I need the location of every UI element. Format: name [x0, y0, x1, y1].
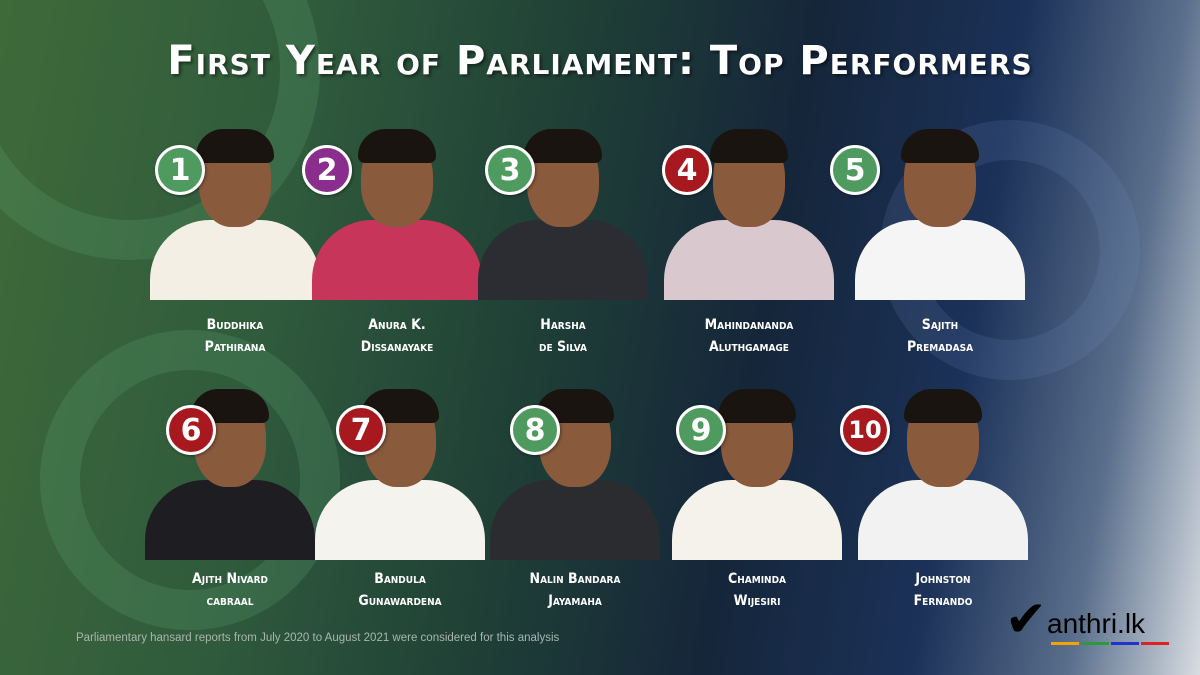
manthri-logo: ✔ anthri.lk: [1005, 594, 1170, 650]
shirt: [145, 480, 315, 560]
performer-photo: [145, 385, 315, 560]
last-name: Gunawardena: [358, 593, 442, 609]
performer-photo: [855, 125, 1025, 300]
rank-badge: 2: [302, 145, 352, 195]
hair: [901, 129, 979, 163]
last-name: Jayamaha: [548, 593, 602, 609]
rank-badge: 5: [830, 145, 880, 195]
shirt: [478, 220, 648, 300]
rank-badge: 4: [662, 145, 712, 195]
hair: [710, 129, 788, 163]
shirt: [312, 220, 482, 300]
rank-badge: 10: [840, 405, 890, 455]
rank-badge: 9: [676, 405, 726, 455]
performer-photo: [672, 385, 842, 560]
first-name: Johnston: [915, 571, 971, 587]
logo-color-bars: [1051, 642, 1169, 645]
rank-badge: 6: [166, 405, 216, 455]
hair: [358, 129, 436, 163]
performer-name: Sajith Premadasa: [840, 314, 1040, 358]
last-name: cabraal: [206, 593, 254, 609]
shirt: [855, 220, 1025, 300]
rank-badge: 1: [155, 145, 205, 195]
page-title: First Year of Parliament: Top Performers: [167, 38, 1033, 84]
checkmark-icon: ✔: [1005, 590, 1047, 648]
hair: [196, 129, 274, 163]
last-name: Aluthgamage: [709, 339, 789, 355]
first-name: Anura K.: [368, 317, 426, 333]
performer-name: Chaminda Wijesiri: [657, 568, 857, 612]
performer-name: Anura K. Dissanayake: [297, 314, 497, 358]
shirt: [858, 480, 1028, 560]
last-name: Fernando: [913, 593, 973, 609]
performer-photo: [478, 125, 648, 300]
performer-name: Nalin Bandara Jayamaha: [475, 568, 675, 612]
first-name: Sajith: [921, 317, 959, 333]
first-name: Chaminda: [728, 571, 786, 587]
rank-badge: 3: [485, 145, 535, 195]
last-name: Pathirana: [204, 339, 266, 355]
performer-photo: [315, 385, 485, 560]
last-name: de Silva: [538, 339, 588, 355]
performer-name: Harsha de Silva: [463, 314, 663, 358]
last-name: Dissanayake: [360, 339, 434, 355]
first-name: Mahindananda: [704, 317, 794, 333]
performer-name: Johnston Fernando: [843, 568, 1043, 612]
first-name: Ajith Nivard: [191, 571, 269, 587]
first-name: Harsha: [540, 317, 586, 333]
hair: [718, 389, 796, 423]
first-name: Buddhika: [206, 317, 264, 333]
first-name: Nalin Bandara: [529, 571, 621, 587]
logo-text: anthri.lk: [1047, 608, 1146, 639]
hair: [904, 389, 982, 423]
performer-photo: [312, 125, 482, 300]
last-name: Premadasa: [906, 339, 974, 355]
shirt: [150, 220, 320, 300]
shirt: [664, 220, 834, 300]
performer-name: Ajith Nivard cabraal: [130, 568, 330, 612]
performer-name: Mahindananda Aluthgamage: [649, 314, 849, 358]
performer-photo: [664, 125, 834, 300]
performer-photo: [150, 125, 320, 300]
shirt: [315, 480, 485, 560]
performer-name: Buddhika Pathirana: [135, 314, 335, 358]
performer-photo: [490, 385, 660, 560]
hair: [524, 129, 602, 163]
footnote: Parliamentary hansard reports from July …: [76, 632, 560, 644]
performer-name: Bandula Gunawardena: [300, 568, 500, 612]
rank-badge: 7: [336, 405, 386, 455]
rank-badge: 8: [510, 405, 560, 455]
last-name: Wijesiri: [733, 593, 781, 609]
shirt: [672, 480, 842, 560]
first-name: Bandula: [374, 571, 426, 587]
performer-photo: [858, 385, 1028, 560]
shirt: [490, 480, 660, 560]
